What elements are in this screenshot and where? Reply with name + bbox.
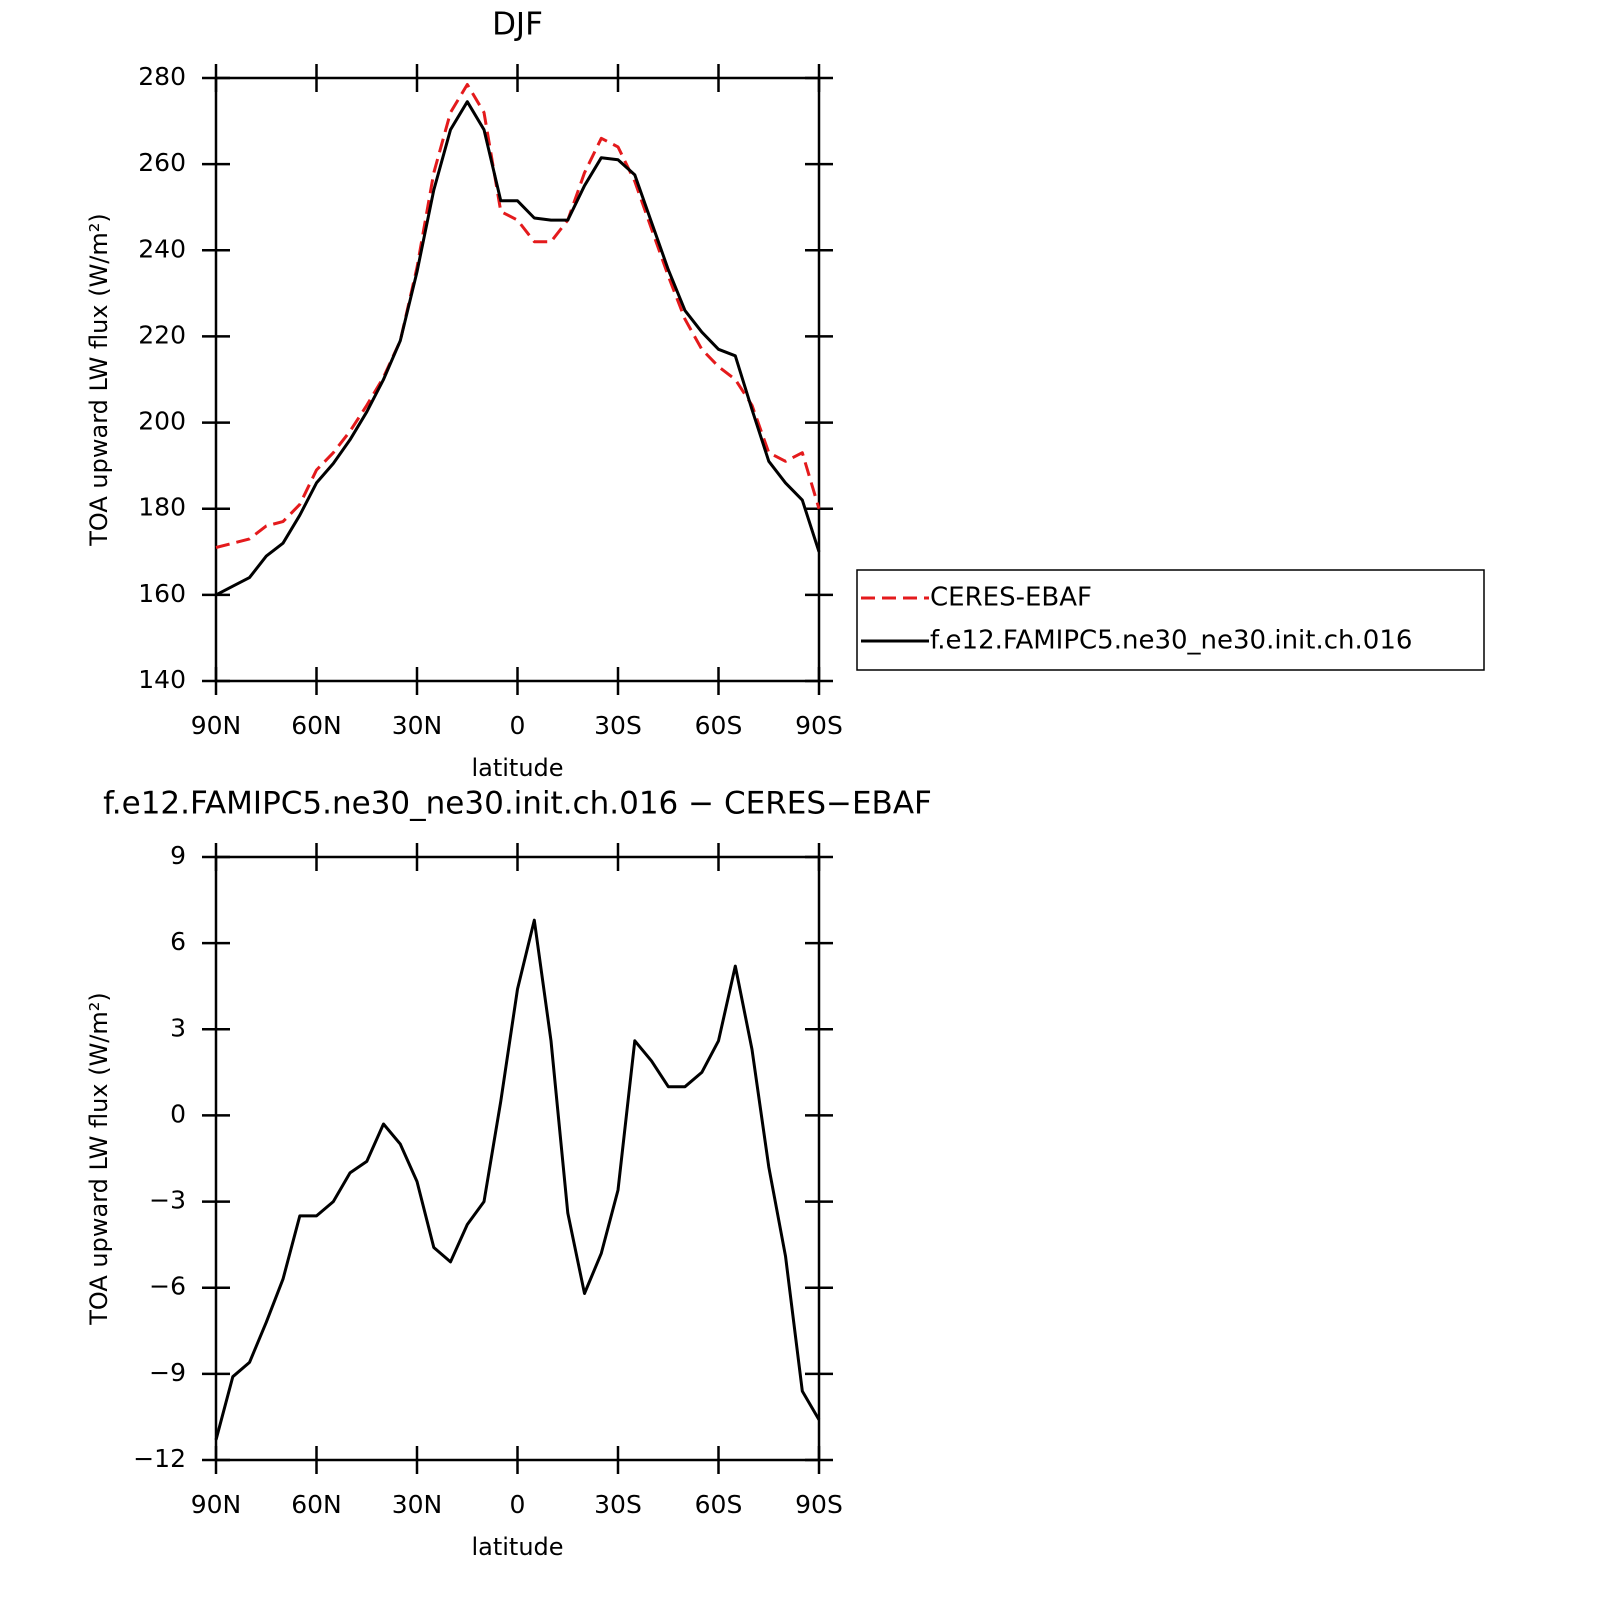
legend-label: f.e12.FAMIPC5.ne30_ne30.init.ch.016 <box>930 626 1412 656</box>
y-axis-label: TOA upward LW flux (W/m²) <box>85 992 113 1326</box>
y-tick-label: 200 <box>138 407 186 436</box>
chart-title: f.e12.FAMIPC5.ne30_ne30.init.ch.016 − CE… <box>103 786 932 822</box>
x-tick-label: 60N <box>291 711 342 740</box>
chart-title: DJF <box>492 7 543 43</box>
x-tick-label: 0 <box>510 1490 526 1519</box>
y-tick-label: −6 <box>149 1272 186 1301</box>
x-tick-label: 90N <box>191 711 242 740</box>
y-tick-label: 160 <box>138 579 186 608</box>
x-tick-label: 30S <box>594 711 642 740</box>
series-line <box>214 918 821 1441</box>
y-tick-label: 3 <box>170 1013 186 1042</box>
x-tick-label: 0 <box>510 711 526 740</box>
x-axis-label: latitude <box>471 1533 563 1561</box>
x-tick-label: 30S <box>594 1490 642 1519</box>
legend-label: CERES-EBAF <box>930 583 1092 613</box>
y-tick-label: 6 <box>170 927 186 956</box>
plot-frame <box>214 76 821 683</box>
x-tick-label: 90S <box>795 1490 843 1519</box>
y-tick-label: 0 <box>170 1099 186 1128</box>
x-tick-label: 30N <box>392 1490 443 1519</box>
x-axis-label: latitude <box>471 754 563 782</box>
y-axis-label: TOA upward LW flux (W/m²) <box>85 213 113 547</box>
x-tick-label: 90N <box>191 1490 242 1519</box>
x-tick-label: 60N <box>291 1490 342 1519</box>
y-tick-label: 260 <box>138 148 186 177</box>
y-tick-label: 180 <box>138 493 186 522</box>
y-tick-label: 240 <box>138 234 186 263</box>
y-tick-label: 140 <box>138 665 186 694</box>
y-tick-label: 9 <box>170 841 186 870</box>
x-tick-label: 90S <box>795 711 843 740</box>
x-tick-label: 30N <box>392 711 443 740</box>
y-tick-label: 220 <box>138 320 186 349</box>
series-line <box>215 83 821 549</box>
legend-box <box>856 569 1485 671</box>
y-tick-label: −12 <box>133 1444 186 1473</box>
y-tick-label: 280 <box>138 62 186 91</box>
x-tick-label: 60S <box>695 711 743 740</box>
y-tick-label: −3 <box>149 1186 186 1215</box>
plot-frame <box>214 855 821 1462</box>
y-tick-label: −9 <box>149 1358 186 1387</box>
series-line <box>215 100 821 597</box>
x-tick-label: 60S <box>695 1490 743 1519</box>
